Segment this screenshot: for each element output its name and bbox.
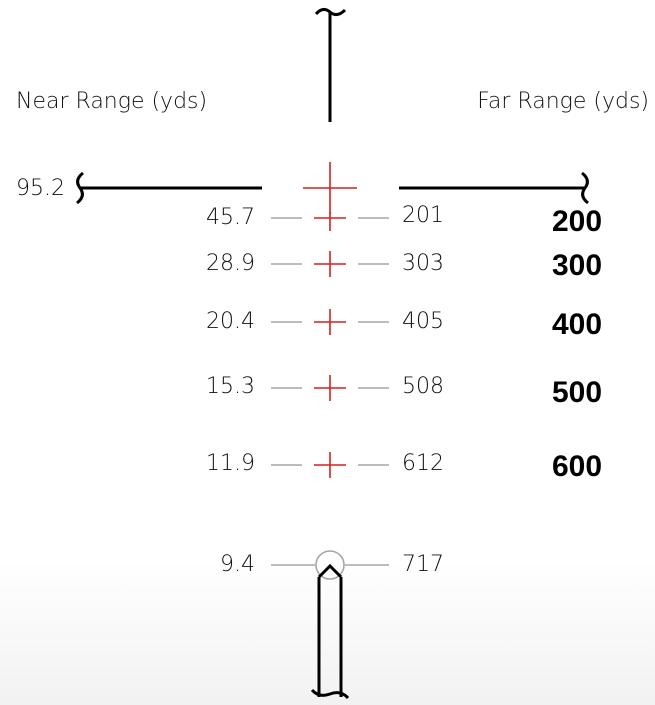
near-value-row-4: 15.3 [206, 374, 255, 399]
bottom-post [310, 563, 350, 700]
near-value-row-6: 9.4 [220, 552, 255, 577]
near-value-row-1: 45.7 [206, 205, 255, 230]
far-range-label: Far Range (yds) [477, 89, 649, 114]
yardage-label-row-1: 200 [552, 205, 603, 238]
right-post [399, 171, 589, 205]
far-value-row-2: 303 [402, 251, 444, 276]
holdover-row-400 [271, 309, 389, 335]
yardage-label-row-2: 300 [552, 249, 603, 282]
yardage-label-row-4: 500 [552, 376, 603, 409]
holdover-row-200 [271, 212, 389, 231]
far-value-row-3: 405 [402, 309, 444, 334]
far-value-row-6: 717 [402, 552, 444, 577]
main-crosshair [303, 162, 357, 214]
yardage-label-row-3: 400 [552, 308, 603, 341]
far-value-row-5: 612 [402, 451, 444, 476]
yardage-label-row-5: 600 [552, 450, 603, 483]
holdover-row-300 [271, 251, 389, 277]
holdover-row-500 [271, 375, 389, 401]
far-value-row-4: 508 [402, 374, 444, 399]
near-range-label: Near Range (yds) [16, 89, 208, 114]
near-value-row-2: 28.9 [206, 251, 255, 276]
horizon-near-value: 95.2 [16, 176, 65, 201]
near-value-row-3: 20.4 [206, 309, 255, 334]
far-value-row-1: 201 [402, 203, 444, 228]
top-post [314, 7, 347, 122]
holdover-row-600 [271, 452, 389, 478]
near-value-row-5: 11.9 [206, 451, 255, 476]
left-post [76, 171, 262, 205]
holdover-row-circle [271, 550, 389, 580]
